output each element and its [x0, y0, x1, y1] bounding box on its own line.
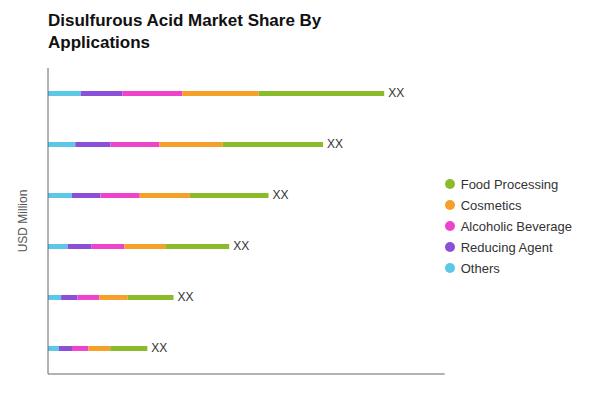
svg-text:XX: XX: [151, 341, 167, 355]
html-text:Cosmetics: Cosmetics: [460, 197, 522, 213]
html-text:Food Processing: Food Processing: [460, 176, 559, 192]
html-text:Reducing Agent: Reducing Agent: [460, 239, 553, 255]
html-text:Others: Others: [460, 260, 500, 276]
svg-text:XX: XX: [272, 188, 288, 202]
svg-text:XX: XX: [178, 290, 194, 304]
svg-text:XX: XX: [388, 86, 404, 100]
html-text:Disulfurous Acid Market Share: Disulfurous Acid Market Share By Applica…: [48, 11, 322, 52]
html-text:Alcoholic Beverage: Alcoholic Beverage: [460, 218, 572, 234]
svg-text:USD Million: USD Million: [16, 190, 30, 253]
svg-text:XX: XX: [233, 239, 249, 253]
svg-text:XX: XX: [327, 137, 343, 151]
